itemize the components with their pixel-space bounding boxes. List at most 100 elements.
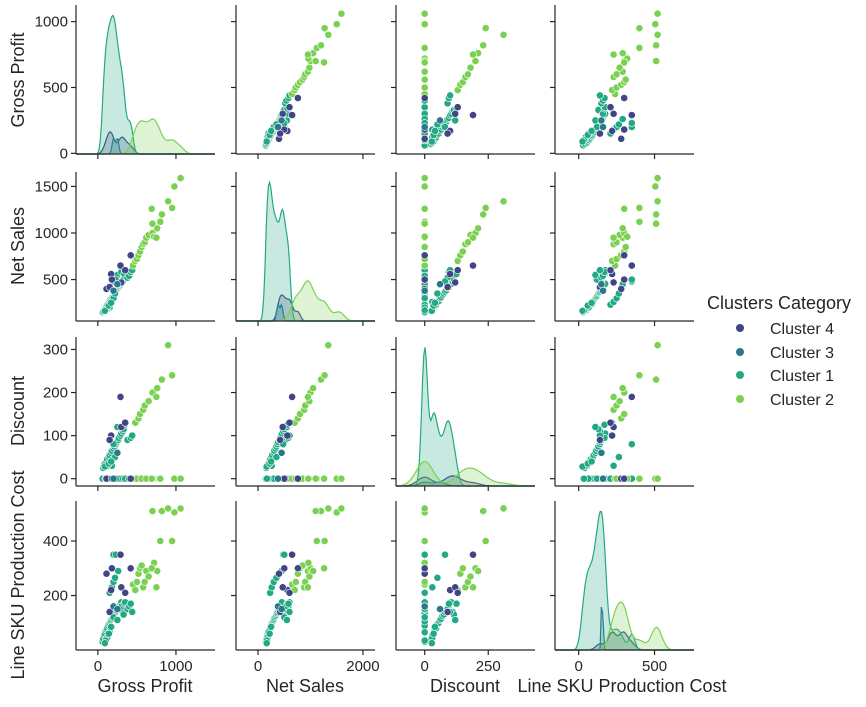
legend-entry-cluster-3: Cluster 3 (736, 345, 834, 362)
point-cluster-2 (420, 58, 429, 67)
point-cluster-3 (597, 116, 606, 125)
point-cluster-4 (606, 266, 615, 275)
kde-line-cluster-2 (396, 460, 535, 487)
point-cluster-2 (609, 233, 618, 242)
point-cluster-4 (420, 251, 429, 260)
point-cluster-1 (433, 289, 442, 298)
kde-fill-cluster-1 (236, 182, 375, 321)
point-cluster-1 (267, 126, 275, 135)
point-cluster-3 (436, 116, 444, 125)
point-cluster-4 (280, 564, 289, 573)
point-cluster-2 (474, 224, 482, 233)
y-tick-label: 500 (43, 79, 68, 96)
point-cluster-2 (337, 504, 346, 513)
point-cluster-2 (651, 20, 660, 29)
point-cluster-2 (303, 50, 312, 59)
point-cluster-1 (446, 91, 454, 100)
panel-net-sales-vs-discount (391, 172, 535, 326)
point-cluster-4 (116, 261, 125, 270)
point-cluster-1 (420, 628, 429, 637)
point-cluster-4 (105, 608, 114, 616)
point-cluster-2 (303, 392, 312, 401)
x-axis-label-gross-profit: Gross Profit (97, 676, 192, 696)
point-cluster-4 (608, 431, 616, 440)
point-cluster-1 (596, 91, 604, 100)
y-tick-label: 0 (60, 471, 68, 488)
point-cluster-1 (284, 599, 293, 608)
point-cluster-2 (653, 474, 662, 483)
point-cluster-4 (121, 418, 130, 427)
x-tick-label: 1000 (159, 658, 192, 675)
point-cluster-4 (609, 278, 618, 287)
point-cluster-2 (168, 203, 176, 212)
panel-discount-vs-discount (391, 337, 535, 491)
y-tick-label: 100 (43, 428, 68, 445)
y-tick-label: 500 (43, 272, 68, 289)
point-cluster-1 (420, 306, 429, 315)
point-cluster-1 (420, 103, 429, 112)
point-cluster-2 (324, 341, 333, 350)
point-cluster-2 (176, 174, 185, 182)
point-cluster-2 (148, 219, 157, 228)
point-cluster-2 (144, 572, 153, 581)
point-cluster-4 (620, 94, 629, 102)
point-cluster-1 (587, 457, 596, 466)
point-cluster-4 (627, 392, 636, 401)
point-cluster-4 (596, 129, 604, 138)
point-cluster-2 (157, 375, 166, 384)
point-cluster-2 (620, 410, 629, 418)
point-cluster-4 (453, 103, 462, 112)
point-cluster-1 (280, 550, 289, 559)
point-cluster-2 (176, 474, 185, 483)
point-cluster-1 (107, 298, 115, 307)
point-cluster-2 (499, 197, 508, 206)
x-tick-label: 0 (575, 658, 583, 675)
point-cluster-2 (420, 182, 429, 191)
point-cluster-2 (635, 474, 644, 483)
panel-gross-profit-vs-discount (391, 5, 535, 159)
point-cluster-4 (108, 564, 116, 573)
point-cluster-2 (157, 210, 166, 219)
point-cluster-1 (128, 431, 137, 440)
point-cluster-2 (144, 397, 153, 406)
point-cluster-2 (420, 504, 429, 513)
point-cluster-4 (620, 275, 629, 284)
point-cluster-1 (591, 423, 600, 431)
point-cluster-2 (466, 63, 475, 72)
point-cluster-2 (635, 203, 644, 212)
x-tick-label: 250 (476, 658, 501, 675)
legend-entry-cluster-4: Cluster 4 (736, 321, 834, 338)
legend-entry-cluster-1: Cluster 1 (736, 368, 834, 385)
point-cluster-1 (578, 306, 587, 315)
legend-title: Clusters Category (707, 293, 851, 313)
point-cluster-3 (113, 448, 122, 457)
point-cluster-2 (420, 243, 429, 251)
x-axis-label-net-sales: Net Sales (266, 676, 344, 696)
point-cluster-3 (277, 116, 286, 125)
kde-fill-cluster-2 (76, 119, 215, 154)
point-cluster-1 (262, 474, 271, 483)
point-cluster-4 (121, 266, 130, 275)
point-cluster-1 (428, 583, 437, 592)
point-cluster-2 (309, 567, 317, 575)
x-tick-label: 2000 (346, 658, 379, 675)
point-cluster-2 (312, 537, 321, 545)
point-cluster-1 (420, 294, 429, 303)
point-cluster-4 (596, 435, 604, 444)
y-tick-label: 1000 (35, 14, 68, 31)
point-cluster-2 (635, 371, 644, 380)
point-cluster-3 (274, 474, 282, 483)
point-cluster-4 (276, 435, 284, 444)
panel-gross-profit-vs-line-sku-production-cost (550, 5, 694, 159)
point-cluster-2 (152, 392, 161, 401)
point-cluster-4 (283, 431, 292, 440)
point-cluster-1 (128, 608, 137, 616)
point-cluster-3 (109, 286, 118, 295)
point-cluster-2 (147, 204, 156, 213)
point-cluster-4 (288, 111, 296, 119)
point-cluster-4 (293, 474, 302, 483)
kde-fill-cluster-1 (396, 347, 535, 486)
kde-fill-cluster-1 (555, 511, 694, 650)
point-cluster-2 (420, 9, 429, 18)
point-cluster-2 (458, 564, 467, 573)
